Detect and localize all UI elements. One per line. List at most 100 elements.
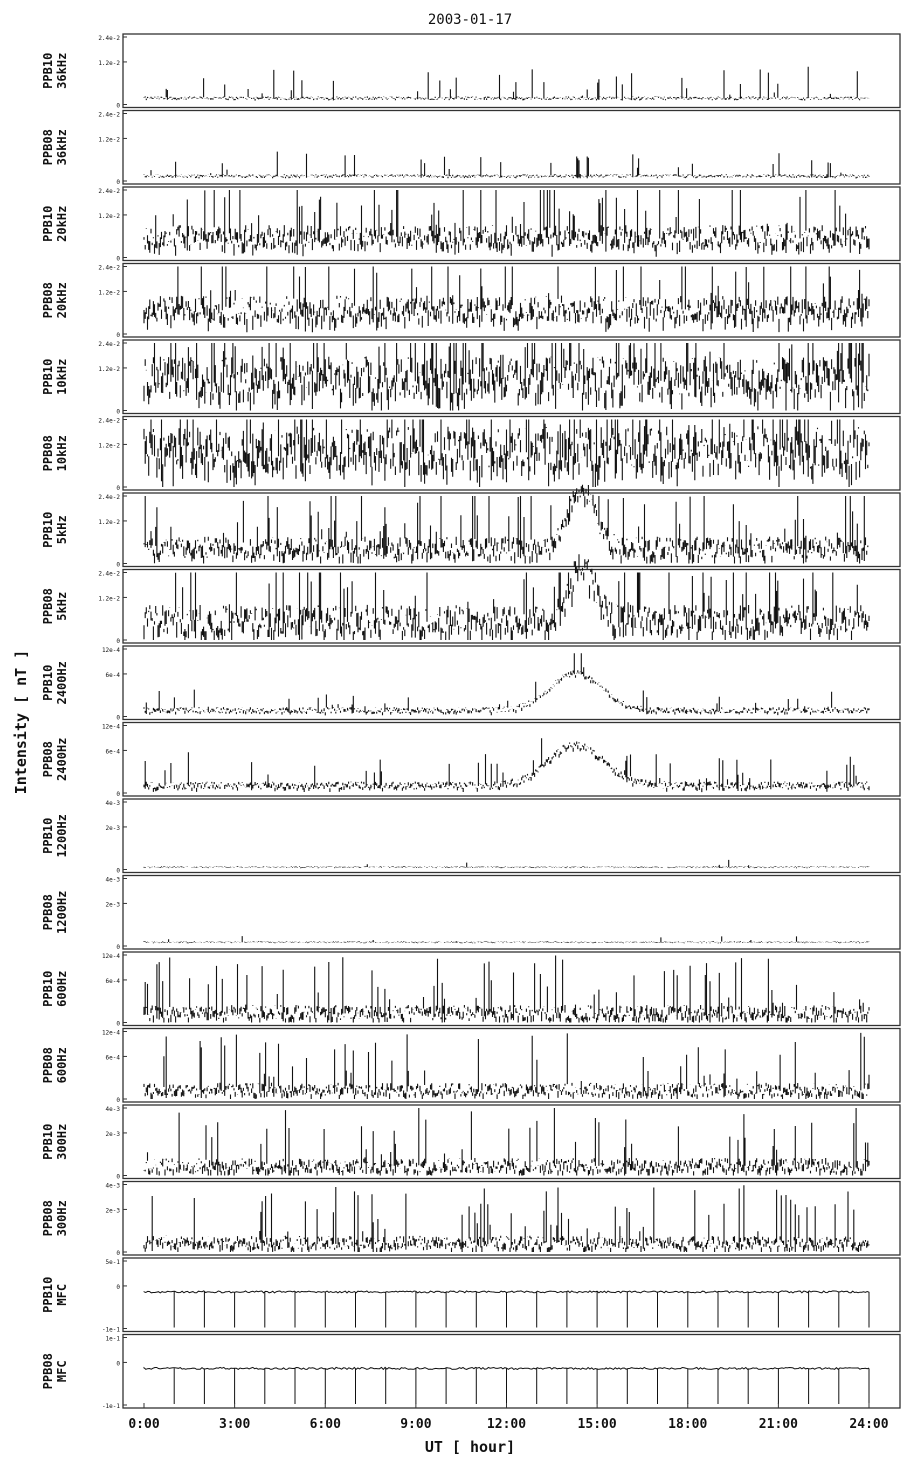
x-tick-label: 18:00: [668, 1417, 707, 1432]
signal-trace: [143, 1290, 870, 1328]
y-tick-label: 2.4e-2: [98, 341, 120, 348]
y-tick-label: 1.2e-2: [98, 366, 120, 373]
y-tick-label: 5e-1: [106, 1259, 121, 1266]
y-tick-label: 0: [116, 332, 120, 339]
panel-label-band: 1200Hz: [55, 814, 69, 857]
panel-frame: [122, 874, 901, 950]
y-tick-label: 2.4e-2: [98, 188, 120, 195]
x-tick-label: 15:00: [578, 1417, 617, 1432]
panel-frame: [122, 568, 901, 644]
y-tick-label: 0: [116, 638, 120, 645]
panel-frame: [122, 33, 901, 109]
panel-label-band: 10kHz: [55, 435, 69, 471]
panel-frame: [122, 1333, 901, 1409]
panel-label-band: 20kHz: [55, 206, 69, 242]
panel-ppb10-5khz: PPB10 5kHz 2.4e-2 1.2e-2 0: [41, 484, 901, 569]
y-tick-label: 6e-4: [106, 672, 121, 679]
y-tick-label: 1.2e-2: [98, 289, 120, 296]
panel-label-station: PPB08: [41, 588, 55, 624]
panel-ppb08-10khz: PPB08 10kHz 2.4e-2 1.2e-2 0: [41, 415, 901, 492]
y-tick-label: 1.2e-2: [98, 136, 120, 143]
y-tick-label: 0: [116, 256, 120, 263]
y-tick-label: 0: [116, 485, 120, 492]
panel-ppb10-36khz: PPB10 36kHz 2.4e-2 1.2e-2 0: [41, 33, 901, 110]
panel-label-station: PPB10: [41, 53, 55, 89]
panel-ppb10-1200hz: PPB10 1200Hz 4e-3 2e-3 0: [41, 798, 901, 875]
y-tick-label: 0: [116, 715, 120, 722]
x-tick-label: 12:00: [487, 1417, 526, 1432]
y-tick-label: 1.2e-2: [98, 60, 120, 67]
signal-trace: [143, 266, 870, 333]
signal-trace: [143, 1185, 870, 1252]
panel-frame: [122, 1180, 901, 1256]
panel-ppb08-1200hz: PPB08 1200Hz 4e-3 2e-3 0: [41, 874, 901, 951]
x-ticks-layer: 0:00 3:00 6:00 9:00 12:00 15:00 18:00 21:00 24:0…: [128, 1403, 889, 1432]
y-tick-label: 0: [116, 103, 120, 110]
panel-frame: [122, 109, 901, 185]
signal-trace: [143, 554, 870, 640]
y-tick-label: 0: [116, 1250, 120, 1257]
panel-frame: [122, 798, 901, 874]
y-tick-label: 0: [116, 562, 120, 569]
panel-label-station: PPB10: [41, 1277, 55, 1313]
panel-label-band: 10kHz: [55, 359, 69, 395]
signal-trace: [143, 1108, 870, 1176]
panel-ppb08-600hz: PPB08 600Hz 12e-4 6e-4 0: [41, 1027, 901, 1104]
y-tick-label: 12e-4: [102, 953, 120, 960]
panel-label-station: PPB08: [41, 129, 55, 165]
panel-label-band: 300Hz: [55, 1200, 69, 1236]
panel-label-station: PPB08: [41, 1353, 55, 1389]
y-tick-label: 2e-3: [106, 1207, 121, 1214]
y-tick-label: 2e-3: [106, 825, 121, 832]
signal-trace: [143, 859, 870, 869]
panel-frame: [122, 415, 901, 491]
panel-frame: [122, 951, 901, 1027]
panel-label-band: MFC: [55, 1360, 69, 1382]
y-tick-label: 12e-4: [102, 724, 120, 731]
x-tick-label: 24:00: [849, 1417, 888, 1432]
panel-frame: [122, 1104, 901, 1180]
signal-trace: [143, 653, 870, 716]
y-axis-label: Intensity [ nT ]: [12, 650, 30, 795]
signal-trace: [143, 66, 870, 101]
panel-label-station: PPB10: [41, 206, 55, 242]
signal-trace: [143, 955, 870, 1023]
panel-frame: [122, 645, 901, 721]
x-tick-label: 21:00: [759, 1417, 798, 1432]
y-tick-label: 0: [116, 1360, 120, 1367]
x-axis-label: UT [ hour]: [425, 1438, 515, 1456]
panel-ppb08-36khz: PPB08 36kHz 2.4e-2 1.2e-2 0: [41, 109, 901, 186]
panel-ppb10-10khz: PPB10 10kHz 2.4e-2 1.2e-2 0: [41, 339, 901, 416]
signal-trace: [143, 936, 870, 944]
panel-frame: [122, 1027, 901, 1103]
panel-frame: [122, 262, 901, 338]
y-tick-label: 2.4e-2: [98, 35, 120, 42]
y-tick-label: 6e-4: [106, 1054, 121, 1061]
panel-label-band: 300Hz: [55, 1124, 69, 1160]
panel-frame: [122, 492, 901, 568]
y-tick-label: 0: [116, 944, 120, 951]
panel-label-station: PPB08: [41, 894, 55, 930]
y-tick-label: 1.2e-2: [98, 595, 120, 602]
panel-label-station: PPB10: [41, 512, 55, 548]
panel-label-band: 600Hz: [55, 971, 69, 1007]
panel-label-band: 1200Hz: [55, 891, 69, 934]
y-tick-label: 0: [116, 179, 120, 186]
y-tick-label: 0: [116, 1097, 120, 1104]
y-tick-label: 1.2e-2: [98, 442, 120, 449]
y-tick-label: 2.4e-2: [98, 265, 120, 272]
panel-label-station: PPB10: [41, 359, 55, 395]
panel-label-station: PPB08: [41, 282, 55, 318]
y-tick-label: 4e-3: [106, 800, 121, 807]
panel-label-station: PPB10: [41, 1124, 55, 1160]
y-tick-label: -1e-1: [102, 1327, 120, 1334]
y-tick-label: 2.4e-2: [98, 494, 120, 501]
y-tick-label: 2.4e-2: [98, 571, 120, 578]
y-tick-label: 4e-3: [106, 1183, 121, 1190]
panel-frame: [122, 186, 901, 262]
panel-label-station: PPB10: [41, 818, 55, 854]
panel-label-band: 36kHz: [55, 129, 69, 165]
signal-trace: [143, 484, 869, 564]
panel-ppb10-2400hz: PPB10 2400Hz 12e-4 6e-4 0: [41, 645, 901, 722]
